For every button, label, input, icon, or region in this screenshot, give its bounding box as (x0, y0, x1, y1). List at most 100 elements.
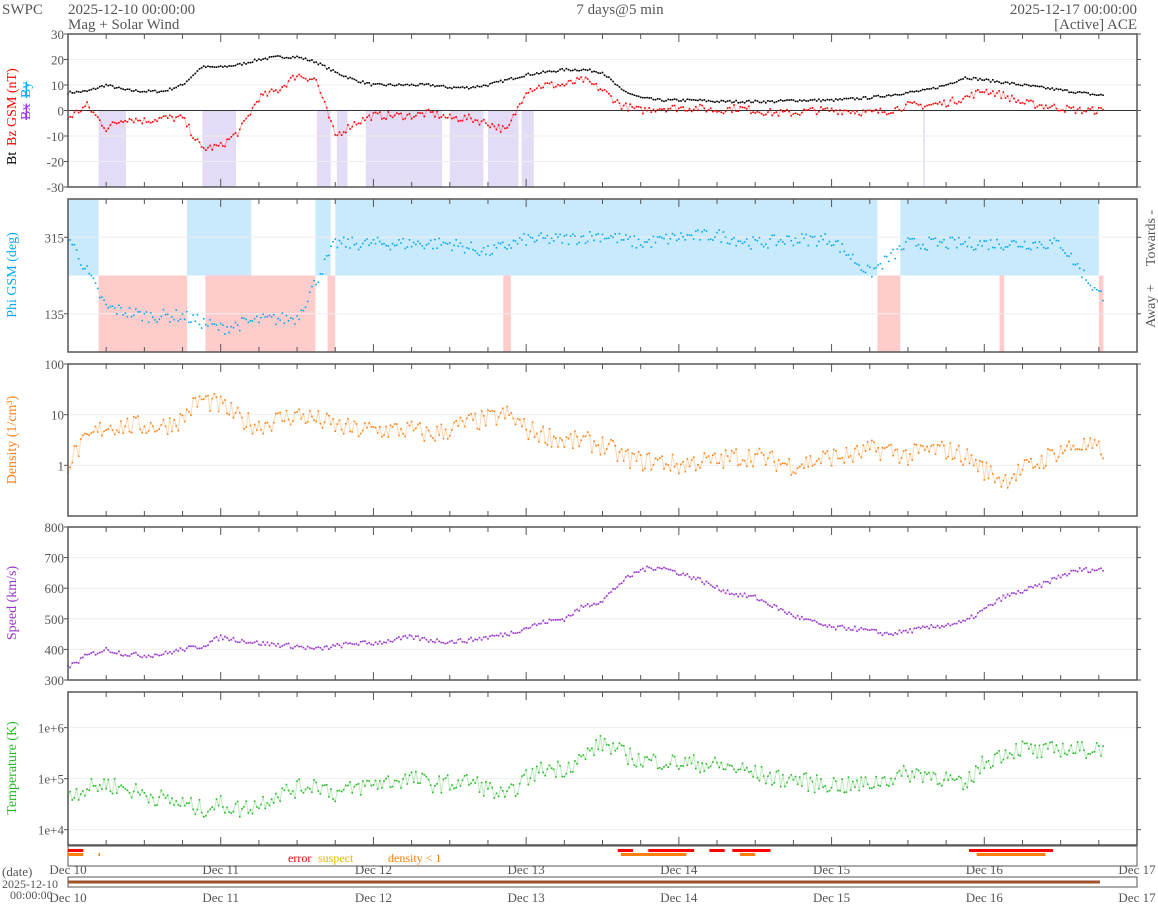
density-point (815, 460, 818, 462)
phi-point (569, 235, 572, 237)
density-point (898, 462, 901, 464)
bt-point (389, 83, 392, 85)
bt-point (245, 63, 247, 65)
temperature-point (593, 754, 595, 757)
temperature-point (928, 771, 930, 774)
bz-point (156, 120, 158, 123)
speed-point (692, 576, 695, 578)
bt-point (779, 99, 782, 101)
bz-point (894, 107, 897, 110)
temperature-point (323, 784, 326, 786)
phi-point (612, 236, 614, 239)
bz-point (370, 119, 373, 121)
bt-point (928, 88, 930, 90)
phi-point (909, 238, 911, 241)
temperature-point (648, 758, 650, 761)
phi-point (400, 242, 402, 244)
bz-point (415, 114, 417, 117)
speed-point (1072, 569, 1075, 572)
bt-point (251, 61, 254, 64)
speed-point (580, 604, 583, 607)
bz-point (1095, 112, 1098, 115)
bt-point (909, 90, 911, 93)
bz-point (919, 103, 922, 106)
speed-point (1028, 586, 1030, 588)
density-point (1087, 444, 1090, 447)
bt-point (234, 64, 237, 67)
bz-point (232, 133, 235, 136)
temperature-point (209, 808, 211, 811)
speed-point (646, 565, 648, 568)
bz-point (183, 117, 186, 119)
bz-point (510, 119, 513, 122)
temperature-point (699, 771, 701, 774)
bz-point (682, 106, 684, 108)
density-point (1013, 473, 1015, 475)
temperature-point (185, 802, 188, 804)
temperature-series (67, 735, 1104, 818)
bz-point (550, 81, 553, 84)
phi-point (1049, 239, 1051, 242)
temperature-point (962, 788, 964, 791)
temperature-point (287, 789, 290, 792)
bz-point (1028, 100, 1030, 103)
phi-point (1036, 246, 1039, 249)
speed-point (1055, 577, 1058, 580)
speed-point (355, 642, 358, 645)
bt-point (786, 99, 788, 101)
by-label[interactable]: By (19, 82, 34, 98)
bz-point (843, 109, 846, 112)
speed-point (385, 641, 387, 644)
speed-point (663, 566, 665, 569)
phi-point (258, 321, 260, 324)
temperature-point (894, 777, 897, 780)
bx-label[interactable]: Bx (19, 104, 34, 120)
y-tick-label: 20 (51, 53, 64, 68)
density-point (1081, 449, 1083, 451)
temperature-point (69, 790, 71, 793)
temperature-point (1030, 743, 1032, 746)
density-point (442, 437, 445, 440)
density-point (769, 451, 771, 454)
bt-point (658, 98, 661, 100)
bz-point (169, 114, 171, 117)
speed-point (349, 642, 351, 644)
phi-point (737, 240, 740, 242)
density-point (1057, 456, 1060, 459)
bt-point (1032, 84, 1034, 87)
bt-point (1000, 82, 1003, 85)
temperature-point (408, 774, 411, 777)
speed-point (465, 641, 468, 644)
temperature-point (1002, 758, 1005, 761)
density-point (260, 428, 262, 431)
phi-point (697, 229, 699, 232)
phi-point (938, 240, 941, 243)
bz-point (1030, 99, 1032, 102)
phi-point (508, 244, 510, 246)
bt-point (885, 94, 888, 97)
timeline-bar[interactable] (68, 880, 1100, 884)
bz-point (292, 74, 294, 77)
bt-point (837, 99, 839, 101)
speed-point (169, 651, 171, 653)
temperature-point (264, 807, 267, 810)
speed-point (552, 619, 555, 621)
speed-point (137, 654, 139, 656)
temperature-point (644, 756, 646, 759)
speed-point (779, 607, 782, 610)
phi-point (953, 238, 956, 241)
speed-point (824, 624, 827, 626)
bt-point (376, 82, 379, 85)
speed-point (864, 628, 867, 630)
bz-point (1040, 104, 1043, 106)
bt-point (506, 78, 508, 81)
temperature-point (733, 768, 735, 771)
bz-point (400, 112, 402, 115)
bt-point (508, 77, 510, 80)
phi-point (478, 254, 481, 257)
speed-point (796, 614, 799, 617)
speed-point (832, 626, 835, 628)
speed-point (166, 652, 169, 655)
bz-point (523, 96, 525, 99)
phi-point (1066, 255, 1068, 257)
